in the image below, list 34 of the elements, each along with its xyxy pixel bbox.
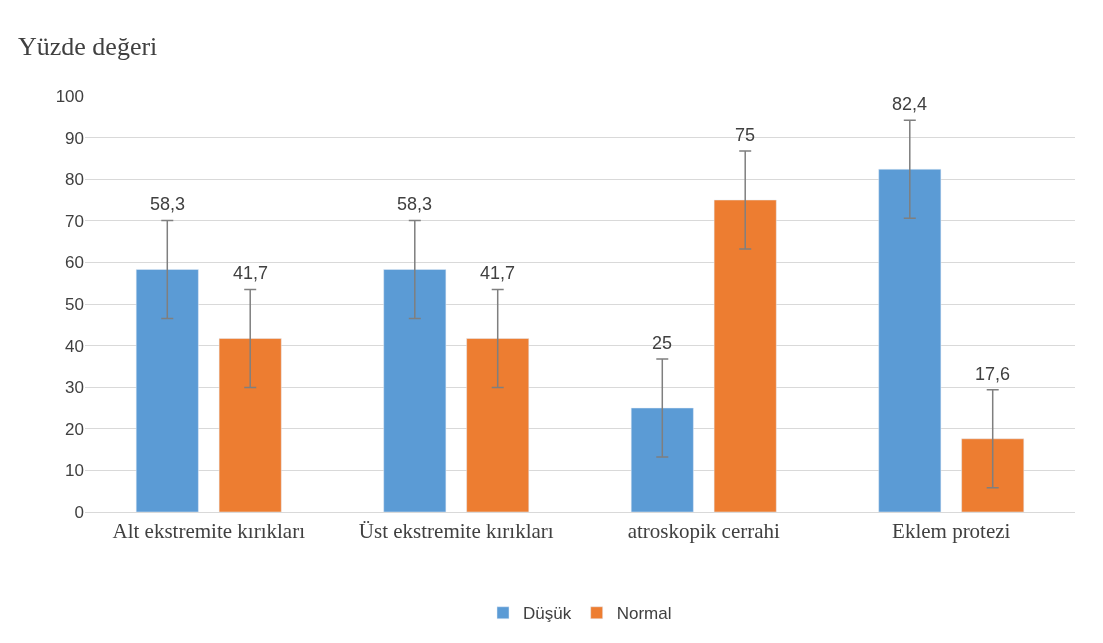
- bar: [135, 269, 199, 512]
- bar: [878, 168, 942, 512]
- x-tick-label: Alt ekstremite kırıkları: [112, 519, 306, 544]
- y-tick-label: 30: [65, 378, 84, 398]
- y-axis-title: Yüzde değeri: [18, 32, 158, 61]
- y-tick-label: 40: [65, 336, 84, 356]
- x-tick-label: Eklem protezi: [892, 519, 1011, 544]
- bar: [383, 269, 447, 512]
- y-tick-label: 20: [65, 419, 84, 439]
- bar: [713, 199, 777, 512]
- y-tick-label: 90: [65, 128, 84, 148]
- y-tick-label: 0: [74, 502, 84, 522]
- y-tick-label: 50: [65, 294, 84, 314]
- y-tick-label: 60: [65, 253, 84, 273]
- y-tick-label: 100: [55, 86, 84, 106]
- data-label: 75: [735, 125, 756, 145]
- bar: [218, 338, 282, 512]
- data-label: 82,4: [892, 94, 928, 114]
- legend-label: Düşük: [523, 604, 572, 624]
- x-tick-label: Üst ekstremite kırıkları: [358, 519, 554, 544]
- bar: [466, 338, 530, 512]
- y-tick-label: 80: [65, 170, 84, 190]
- data-label: 58,3: [150, 194, 186, 214]
- y-tick-label: 10: [65, 461, 84, 481]
- data-label: 25: [652, 333, 673, 353]
- data-label: 41,7: [480, 263, 516, 283]
- data-label: 17,6: [975, 364, 1011, 384]
- x-tick-label: atroskopik cerrahi: [627, 519, 780, 544]
- y-tick-label: 70: [65, 211, 84, 231]
- data-label: 58,3: [397, 194, 433, 214]
- bar: [961, 438, 1025, 512]
- bar: [630, 407, 694, 512]
- legend-label: Normal: [616, 604, 672, 624]
- data-label: 41,7: [233, 263, 269, 283]
